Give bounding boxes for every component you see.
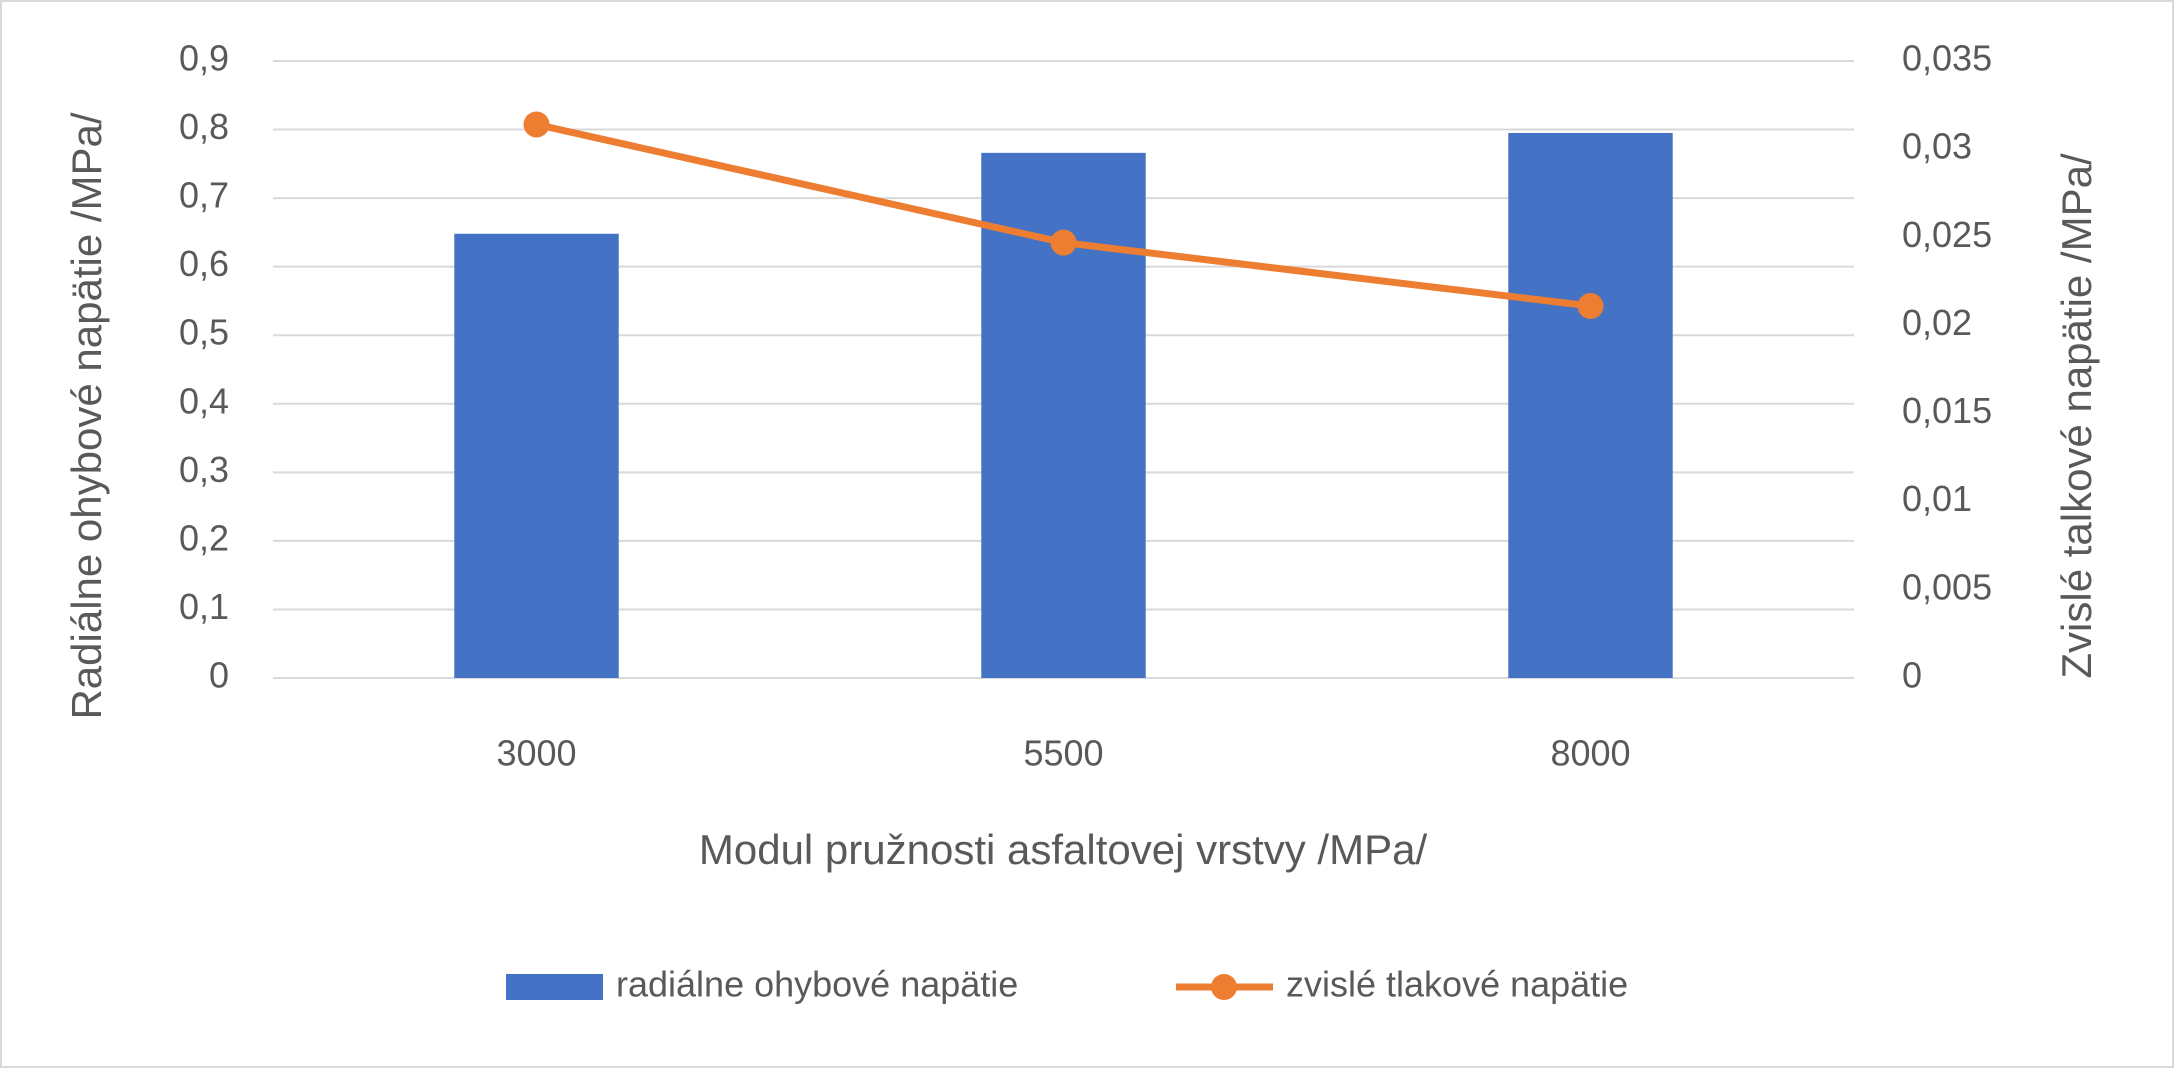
y-axis-title: Radiálne ohybové napätie /MPa/ <box>63 112 110 719</box>
y2-axis-title: Zvislé talkové napätie /MPa/ <box>2053 153 2100 679</box>
y2-tick-label: 0,005 <box>1902 566 1992 607</box>
bar <box>1508 132 1673 678</box>
y-tick-label: 0 <box>209 655 229 696</box>
legend-label: radiálne ohybové napätie <box>616 964 1018 1005</box>
x-tick-label: 3000 <box>496 733 576 774</box>
legend-swatch <box>506 974 603 1000</box>
y-tick-label: 0,7 <box>179 175 229 216</box>
x-axis-title: Modul pružnosti asfaltovej vrstvy /MPa/ <box>699 826 1428 873</box>
line-marker <box>523 111 550 138</box>
y2-tick-label: 0,035 <box>1902 38 1992 79</box>
y2-tick-label: 0,01 <box>1902 478 1972 519</box>
y2-tick-label: 0,025 <box>1902 214 1992 255</box>
y-tick-label: 0,3 <box>179 449 229 490</box>
y-tick-label: 0,5 <box>179 312 229 353</box>
x-tick-label: 5500 <box>1023 733 1103 774</box>
bar <box>454 233 619 678</box>
y-tick-label: 0,8 <box>179 106 229 147</box>
y2-tick-label: 0,015 <box>1902 390 1992 431</box>
legend-marker <box>1211 974 1237 1000</box>
y-tick-label: 0,1 <box>179 586 229 627</box>
y2-tick-label: 0,03 <box>1902 126 1972 167</box>
legend-label: zvislé tlakové napätie <box>1286 964 1628 1005</box>
y-tick-label: 0,2 <box>179 517 229 558</box>
line-marker <box>1050 229 1077 256</box>
y-tick-label: 0,6 <box>179 243 229 284</box>
line-marker <box>1577 293 1604 320</box>
y2-tick-label: 0 <box>1902 655 1922 696</box>
y2-tick-label: 0,02 <box>1902 302 1972 343</box>
y-tick-label: 0,4 <box>179 380 229 421</box>
y-tick-label: 0,9 <box>179 38 229 79</box>
x-tick-label: 8000 <box>1550 733 1630 774</box>
